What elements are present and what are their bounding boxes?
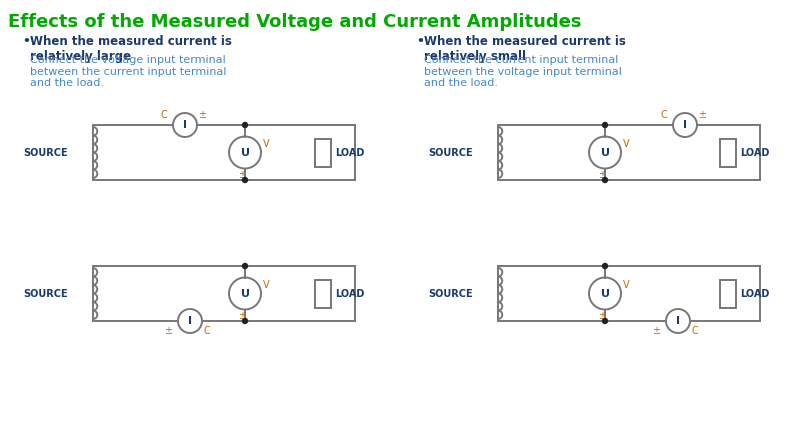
Text: U: U	[600, 147, 609, 158]
Text: C: C	[203, 326, 210, 336]
Circle shape	[603, 122, 608, 128]
Text: ±: ±	[698, 110, 706, 120]
Circle shape	[242, 319, 247, 323]
Text: SOURCE: SOURCE	[23, 147, 68, 158]
Text: ±: ±	[652, 326, 660, 336]
Bar	[315, 280, 331, 307]
Text: V: V	[263, 280, 270, 289]
Text: ±: ±	[598, 310, 606, 320]
Bar	[720, 138, 736, 167]
Text: ±: ±	[238, 169, 246, 180]
Text: LOAD: LOAD	[740, 147, 769, 158]
Circle shape	[242, 122, 247, 128]
Text: SOURCE: SOURCE	[428, 147, 473, 158]
Text: C: C	[691, 326, 698, 336]
Text: ±: ±	[198, 110, 206, 120]
Text: LOAD: LOAD	[335, 147, 364, 158]
Text: SOURCE: SOURCE	[428, 289, 473, 298]
Text: ±: ±	[164, 326, 172, 336]
Bar	[315, 138, 331, 167]
Text: •: •	[416, 35, 424, 48]
Text: Connect the voltage input terminal
between the current input terminal
and the lo: Connect the voltage input terminal betwe…	[30, 55, 226, 88]
Text: Connect the current input terminal
between the voltage input terminal
and the lo: Connect the current input terminal betwe…	[424, 55, 622, 88]
Text: U: U	[241, 147, 250, 158]
Text: C: C	[660, 110, 667, 120]
Circle shape	[603, 319, 608, 323]
Text: I: I	[683, 120, 687, 130]
Circle shape	[603, 177, 608, 182]
Bar	[720, 280, 736, 307]
Circle shape	[242, 177, 247, 182]
Text: ±: ±	[598, 169, 606, 180]
Text: When the measured current is
relatively small: When the measured current is relatively …	[424, 35, 626, 63]
Circle shape	[603, 263, 608, 268]
Circle shape	[242, 263, 247, 268]
Text: •: •	[22, 35, 30, 48]
Text: Effects of the Measured Voltage and Current Amplitudes: Effects of the Measured Voltage and Curr…	[8, 13, 582, 31]
Text: V: V	[263, 138, 270, 148]
Text: C: C	[160, 110, 167, 120]
Text: V: V	[623, 138, 629, 148]
Text: I: I	[183, 120, 187, 130]
Text: V: V	[623, 280, 629, 289]
Text: When the measured current is
relatively large: When the measured current is relatively …	[30, 35, 232, 63]
Text: ±: ±	[238, 310, 246, 320]
Text: I: I	[188, 316, 192, 326]
Text: U: U	[600, 289, 609, 298]
Text: I: I	[676, 316, 680, 326]
Text: U: U	[241, 289, 250, 298]
Text: LOAD: LOAD	[335, 289, 364, 298]
Text: SOURCE: SOURCE	[23, 289, 68, 298]
Text: LOAD: LOAD	[740, 289, 769, 298]
